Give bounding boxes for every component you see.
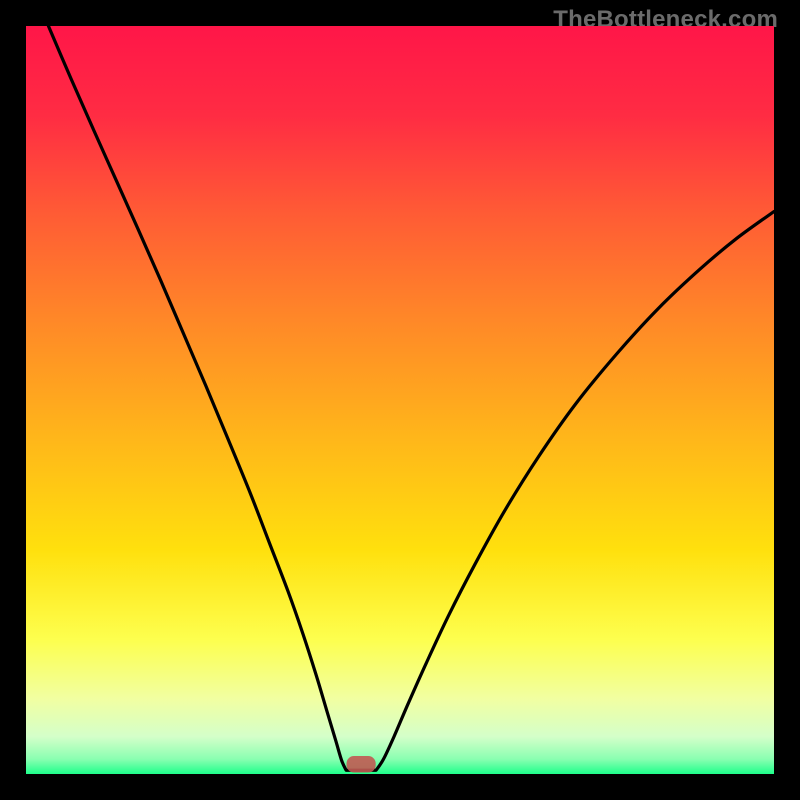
gradient-background: [26, 26, 774, 774]
optimum-marker: [347, 756, 376, 772]
chart-frame: TheBottleneck.com: [0, 0, 800, 800]
bottleneck-curve-chart: [26, 26, 774, 774]
plot-area: [26, 26, 774, 774]
